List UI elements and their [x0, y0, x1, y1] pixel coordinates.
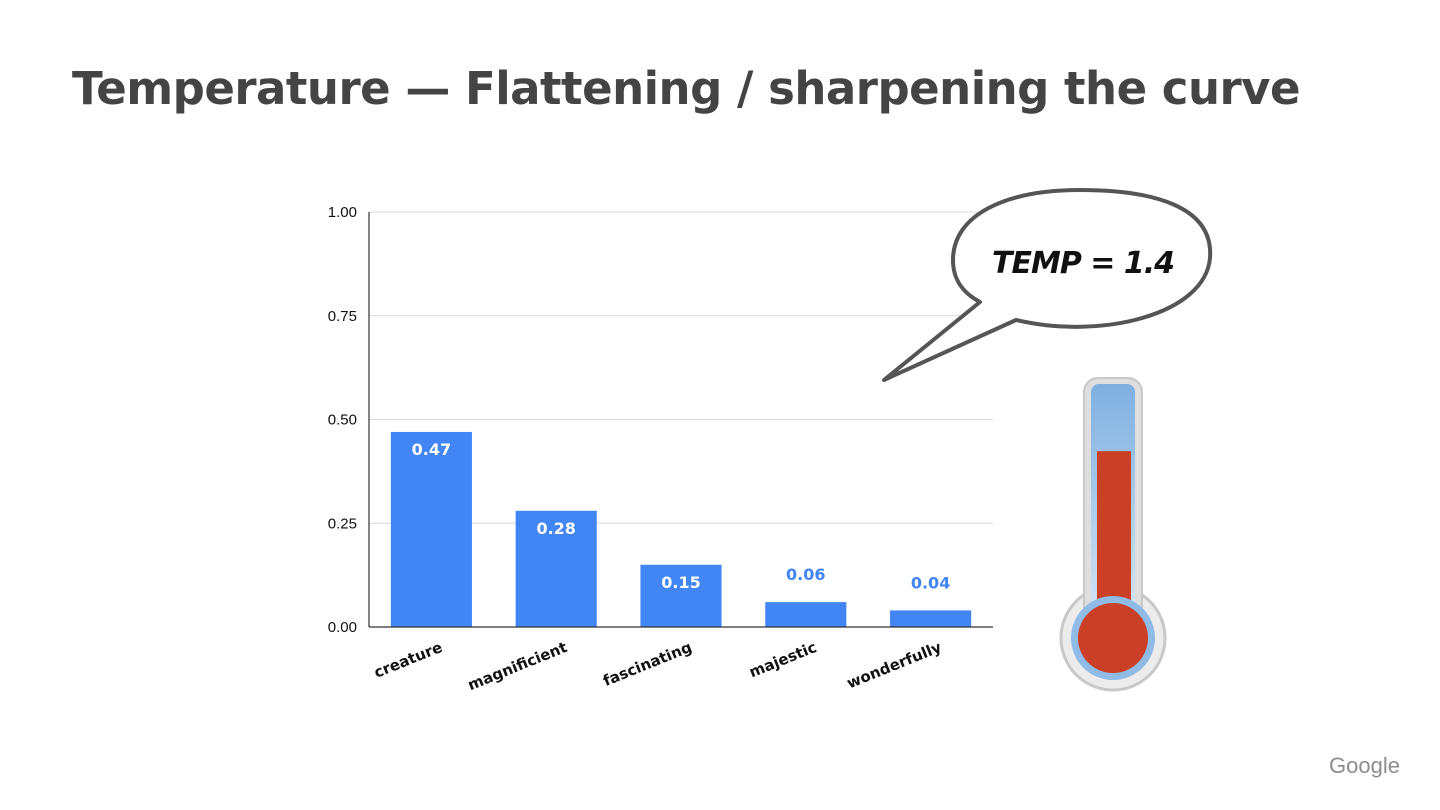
data-label: 0.06 — [786, 565, 825, 584]
y-tick-label: 0.50 — [328, 412, 357, 429]
y-tick-label: 0.00 — [328, 619, 357, 636]
y-tick-label: 0.75 — [328, 308, 357, 325]
data-label: 0.28 — [536, 519, 575, 538]
chart-gridlines — [369, 211, 993, 524]
y-tick-label: 0.25 — [328, 515, 357, 532]
bubble-text: TEMP = 1.4 — [992, 246, 1174, 281]
x-tick-label: fascinating — [600, 638, 694, 690]
x-tick-label: magnificient — [465, 638, 570, 694]
thermometer-icon — [1059, 377, 1167, 692]
speech-bubble: TEMP = 1.4 — [882, 188, 1213, 382]
chart-axes — [368, 212, 993, 628]
y-tick-label: 1.00 — [328, 204, 357, 221]
bar — [515, 510, 597, 627]
x-tick-label: majestic — [747, 638, 820, 681]
bar — [390, 431, 472, 627]
bar — [640, 564, 722, 627]
data-label: 0.47 — [412, 440, 451, 459]
x-tick-label: creature — [371, 638, 445, 682]
data-label: 0.04 — [911, 573, 950, 592]
x-tick-label: wonderfully — [844, 638, 944, 692]
slide-title: Temperature — Flattening / sharpening th… — [72, 62, 1301, 115]
bar — [890, 610, 972, 627]
data-label: 0.15 — [661, 573, 700, 592]
bar — [765, 602, 847, 627]
google-logo: Google — [1329, 753, 1400, 778]
chart-bars — [390, 431, 972, 627]
